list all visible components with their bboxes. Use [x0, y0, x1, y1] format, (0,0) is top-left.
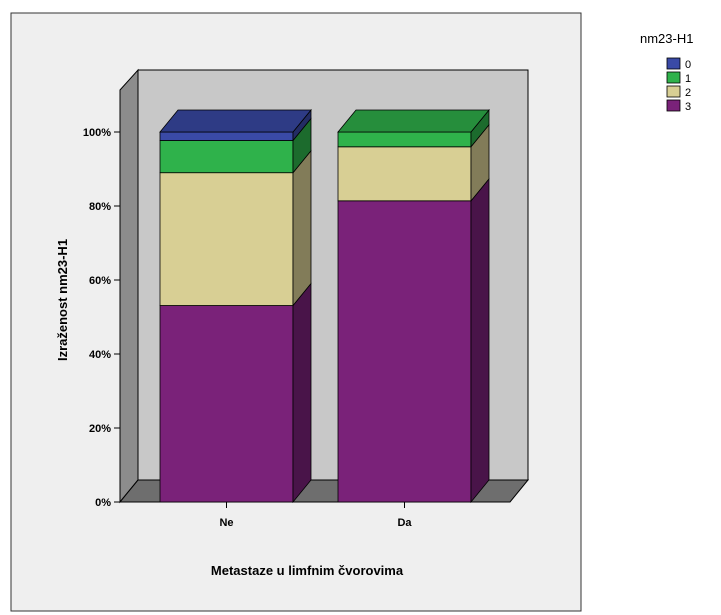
- y-tick-label: 0%: [95, 497, 111, 509]
- bar-ne-series-3: [159, 282, 312, 504]
- bar-side: [470, 177, 490, 504]
- legend-title: nm23-H1: [640, 31, 693, 46]
- legend-swatch-0: [666, 57, 681, 70]
- bar-front: [159, 172, 294, 306]
- y-tick-label: 80%: [89, 201, 111, 213]
- y-tick-label: 40%: [89, 349, 111, 361]
- legend-label-2: 2: [685, 87, 691, 99]
- bar-side: [292, 149, 312, 307]
- x-tick-label-ne: Ne: [219, 517, 233, 529]
- legend-label-0: 0: [685, 59, 691, 71]
- bar-da-series-3: [337, 177, 490, 504]
- x-axis-title: Metastaze u limfnim čvorovima: [211, 563, 404, 578]
- bar-front: [337, 131, 472, 148]
- y-tick-label: 20%: [89, 423, 111, 435]
- legend-label-3: 3: [685, 101, 691, 113]
- y-axis-title: Izraženost nm23-H1: [55, 239, 70, 361]
- legend-swatch-3: [666, 99, 681, 112]
- bar-side: [292, 282, 312, 504]
- bar-front: [159, 140, 294, 174]
- bar-front: [337, 146, 472, 202]
- bar-front: [159, 305, 294, 503]
- legend-swatch-1: [666, 71, 681, 84]
- bar-ne-series-2: [159, 149, 312, 307]
- bar-ne-series-0: [159, 108, 312, 142]
- legend: nm23-H1 0 1 2 3: [640, 31, 693, 113]
- y-tick-label: 100%: [83, 127, 111, 139]
- bar-da-series-1: [337, 108, 490, 148]
- plot-side-wall: [119, 68, 139, 504]
- y-tick-label: 60%: [89, 275, 111, 287]
- bar-front: [337, 200, 472, 503]
- bar-top: [159, 109, 312, 133]
- bar-ne-series-1: [159, 117, 312, 174]
- bar-da-series-2: [337, 123, 490, 202]
- axes: 0% 20% 40% 60% 80% 100% Ne Da: [83, 90, 412, 529]
- legend-label-1: 1: [685, 73, 691, 85]
- legend-swatch-2: [666, 85, 681, 98]
- x-tick-label-da: Da: [397, 517, 412, 529]
- bars: [159, 108, 490, 504]
- bar-top: [337, 109, 490, 133]
- bar-front: [159, 131, 294, 141]
